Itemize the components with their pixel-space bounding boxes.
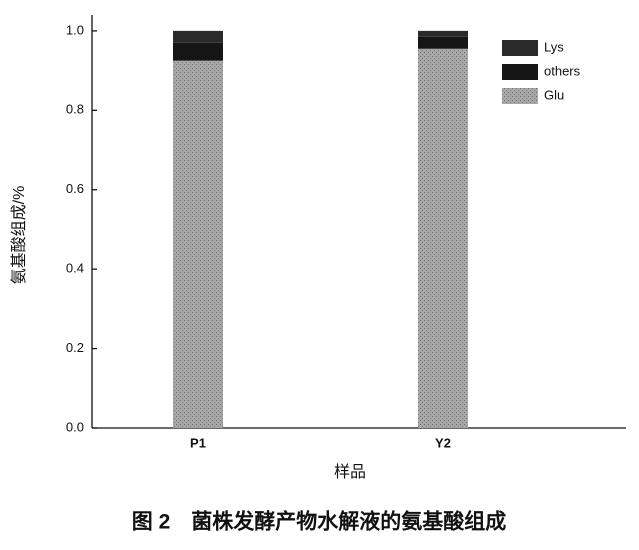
bar-segment (173, 60, 223, 428)
legend-swatch (502, 40, 538, 56)
legend-label: Glu (544, 87, 564, 102)
figure-caption: 图 2 菌株发酵产物水解液的氨基酸组成 (132, 510, 507, 534)
x-tick-label: P1 (190, 435, 206, 450)
y-tick-label: 1.0 (66, 22, 84, 37)
y-tick-label: 0.8 (66, 102, 84, 117)
legend-label: Lys (544, 39, 564, 54)
bar-segment (418, 30, 468, 37)
x-tick-label: Y2 (435, 435, 451, 450)
y-tick-label: 0.6 (66, 181, 84, 196)
y-tick-label: 0.0 (66, 419, 84, 434)
x-axis-label: 样品 (334, 463, 366, 481)
legend-swatch (502, 64, 538, 80)
y-tick-label: 0.4 (66, 261, 84, 276)
bar-segment (173, 42, 223, 61)
bar-segment (418, 36, 468, 49)
y-axis-label: 氨基酸组成/% (10, 186, 28, 285)
legend-label: others (544, 63, 581, 78)
legend-swatch (502, 88, 538, 104)
y-tick-label: 0.2 (66, 340, 84, 355)
bar-segment (173, 30, 223, 43)
bar-segment (418, 48, 468, 428)
